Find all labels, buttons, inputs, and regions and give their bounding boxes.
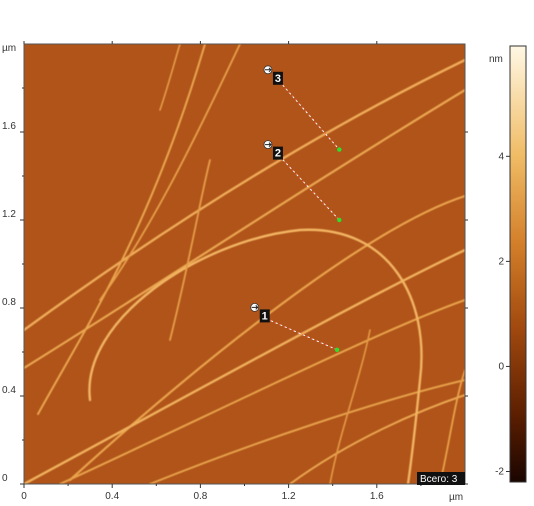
profile-marker[interactable]: 2: [263, 140, 342, 223]
colorbar-gradient: [509, 45, 527, 483]
x-tick-label: 1.6: [370, 491, 384, 502]
marker-label-box: [259, 309, 270, 323]
marker-label: 2: [275, 148, 281, 160]
cursor-arrow-icon: [263, 65, 273, 75]
y-axis-unit: µm: [2, 43, 16, 54]
marker-label-box: [272, 146, 283, 160]
y-tick-label: 0.8: [2, 297, 16, 308]
image-background: [24, 44, 465, 484]
profile-end-point[interactable]: [337, 217, 342, 223]
marker-label-box: [272, 71, 283, 85]
cursor-arrow-icon: [250, 302, 260, 312]
x-axis-unit: µm: [449, 492, 463, 503]
profile-line: [265, 317, 338, 351]
profile-markers[interactable]: 3 2 1: [250, 65, 342, 352]
colorbar-tick-label: -2: [495, 466, 504, 477]
x-tick-label: 0: [21, 491, 27, 502]
profile-marker[interactable]: 3: [263, 65, 342, 152]
total-badge: Всего: 3: [417, 472, 465, 485]
cursor-arrow-icon: [263, 140, 273, 150]
x-tick-label: 0.4: [105, 491, 119, 502]
colorbar-ticks: 4 2 0 -2: [495, 151, 510, 477]
x-tick-label: 0.8: [193, 491, 207, 502]
profile-marker[interactable]: 1: [250, 302, 340, 352]
y-tick-label: 1.6: [2, 121, 16, 132]
x-tick-label: 1.2: [282, 491, 296, 502]
image-axes: 0 0.4 0.8 1.2 1.6 0 0.4 0.8 1.2 1.6: [2, 41, 468, 502]
profile-line-accent: [278, 80, 340, 150]
marker-label: 3: [275, 73, 281, 85]
colorbar-tick-label: 0: [498, 361, 504, 372]
colorbar-tick-label: 4: [498, 151, 504, 162]
profile-end-point[interactable]: [334, 347, 340, 352]
total-badge-text: Всего: 3: [420, 474, 458, 485]
dna-strands: [24, 44, 465, 484]
y-tick-label: 1.2: [2, 209, 16, 220]
colorbar-unit: nm: [489, 54, 503, 65]
y-tick-label: 0: [2, 473, 8, 484]
afm-image[interactable]: [24, 44, 465, 484]
profile-end-point[interactable]: [337, 147, 342, 152]
y-tick-label: 0.4: [2, 385, 16, 396]
marker-label: 1: [262, 310, 268, 322]
colorbar-tick-label: 2: [498, 256, 504, 267]
colorbar: nm 4 2 0 -2: [489, 45, 527, 483]
